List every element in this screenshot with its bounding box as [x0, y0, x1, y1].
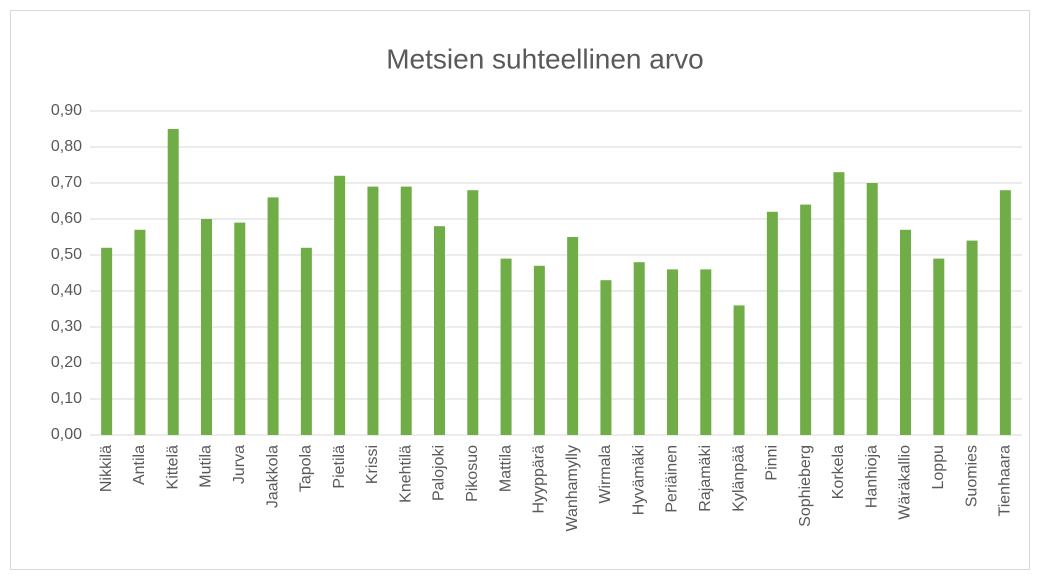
bar: [700, 269, 712, 435]
y-tick-label: 0,10: [51, 390, 82, 407]
bar: [667, 269, 678, 435]
bar: [966, 240, 978, 435]
bar: [766, 211, 778, 435]
x-tick-label: Korkela: [830, 445, 847, 499]
bar: [267, 197, 279, 435]
y-tick-label: 0,90: [51, 102, 82, 119]
bar: [201, 219, 212, 435]
bar: [567, 237, 579, 435]
x-tick-label: Hanhioja: [863, 445, 880, 508]
bar: [999, 190, 1011, 435]
x-tick-label: Wäräkallio: [897, 445, 914, 520]
y-tick-label: 0,30: [51, 318, 82, 335]
bar: [500, 258, 512, 435]
bar: [800, 204, 812, 435]
x-tick-label: Antila: [131, 445, 148, 485]
x-tick-label: Knehtilä: [397, 445, 414, 503]
x-tick-label: Wanhamylly: [564, 445, 581, 532]
chart-title: Metsien suhteellinen arvo: [386, 43, 704, 74]
bar: [300, 247, 312, 435]
x-tick-label: Jaakkola: [264, 445, 281, 508]
bar: [633, 262, 645, 435]
y-tick-label: 0,20: [51, 354, 82, 371]
x-tick-label: Kylänpää: [730, 445, 747, 512]
bar: [400, 186, 412, 435]
y-tick-label: 0,70: [51, 174, 82, 191]
x-tick-label: Rajamäki: [697, 445, 714, 512]
bar: [134, 229, 146, 435]
x-tick-label: Suomies: [963, 445, 980, 507]
bar: [833, 172, 845, 435]
x-tick-label: Loppu: [930, 445, 947, 490]
bar: [434, 226, 445, 435]
x-tick-label: Tapola: [298, 445, 315, 492]
x-tick-label: Hyvämäki: [630, 445, 647, 515]
bar: [600, 280, 612, 435]
x-tick-label: Mattila: [497, 445, 514, 492]
bar: [533, 265, 545, 435]
y-tick-label: 0,00: [51, 426, 82, 443]
x-tick-label: Periäinen: [664, 445, 681, 513]
x-tick-label: Jurva: [231, 445, 248, 484]
x-tick-label: Kittelä: [164, 445, 181, 490]
x-tick-label: Pikosuo: [464, 445, 481, 502]
bar: [167, 129, 179, 435]
bar: [467, 190, 479, 435]
bar: [733, 305, 745, 435]
y-tick-label: 0,40: [51, 282, 82, 299]
x-tick-label: Mutila: [198, 445, 215, 488]
x-tick-label: Palojoki: [431, 445, 448, 501]
x-tick-label: Tienhaara: [997, 445, 1014, 517]
y-tick-label: 0,50: [51, 246, 82, 263]
chart-border: [10, 10, 1030, 570]
x-tick-label: Krissi: [364, 445, 381, 484]
x-tick-label: Hyyppärä: [531, 445, 548, 514]
y-tick-label: 0,60: [51, 210, 82, 227]
bar: [367, 186, 379, 435]
x-tick-label: Pietilä: [331, 445, 348, 489]
bar: [900, 229, 911, 435]
x-tick-label: Sophieberg: [797, 445, 814, 527]
x-tick-label: Nikkilä: [98, 445, 115, 492]
bar: [234, 222, 246, 435]
bar: [866, 183, 878, 435]
bar: [334, 175, 346, 436]
x-tick-label: Wirmala: [597, 445, 614, 504]
bar: [101, 247, 113, 435]
y-tick-label: 0,80: [51, 138, 82, 155]
x-tick-label: Pinni: [764, 445, 781, 481]
bar: [933, 258, 945, 435]
